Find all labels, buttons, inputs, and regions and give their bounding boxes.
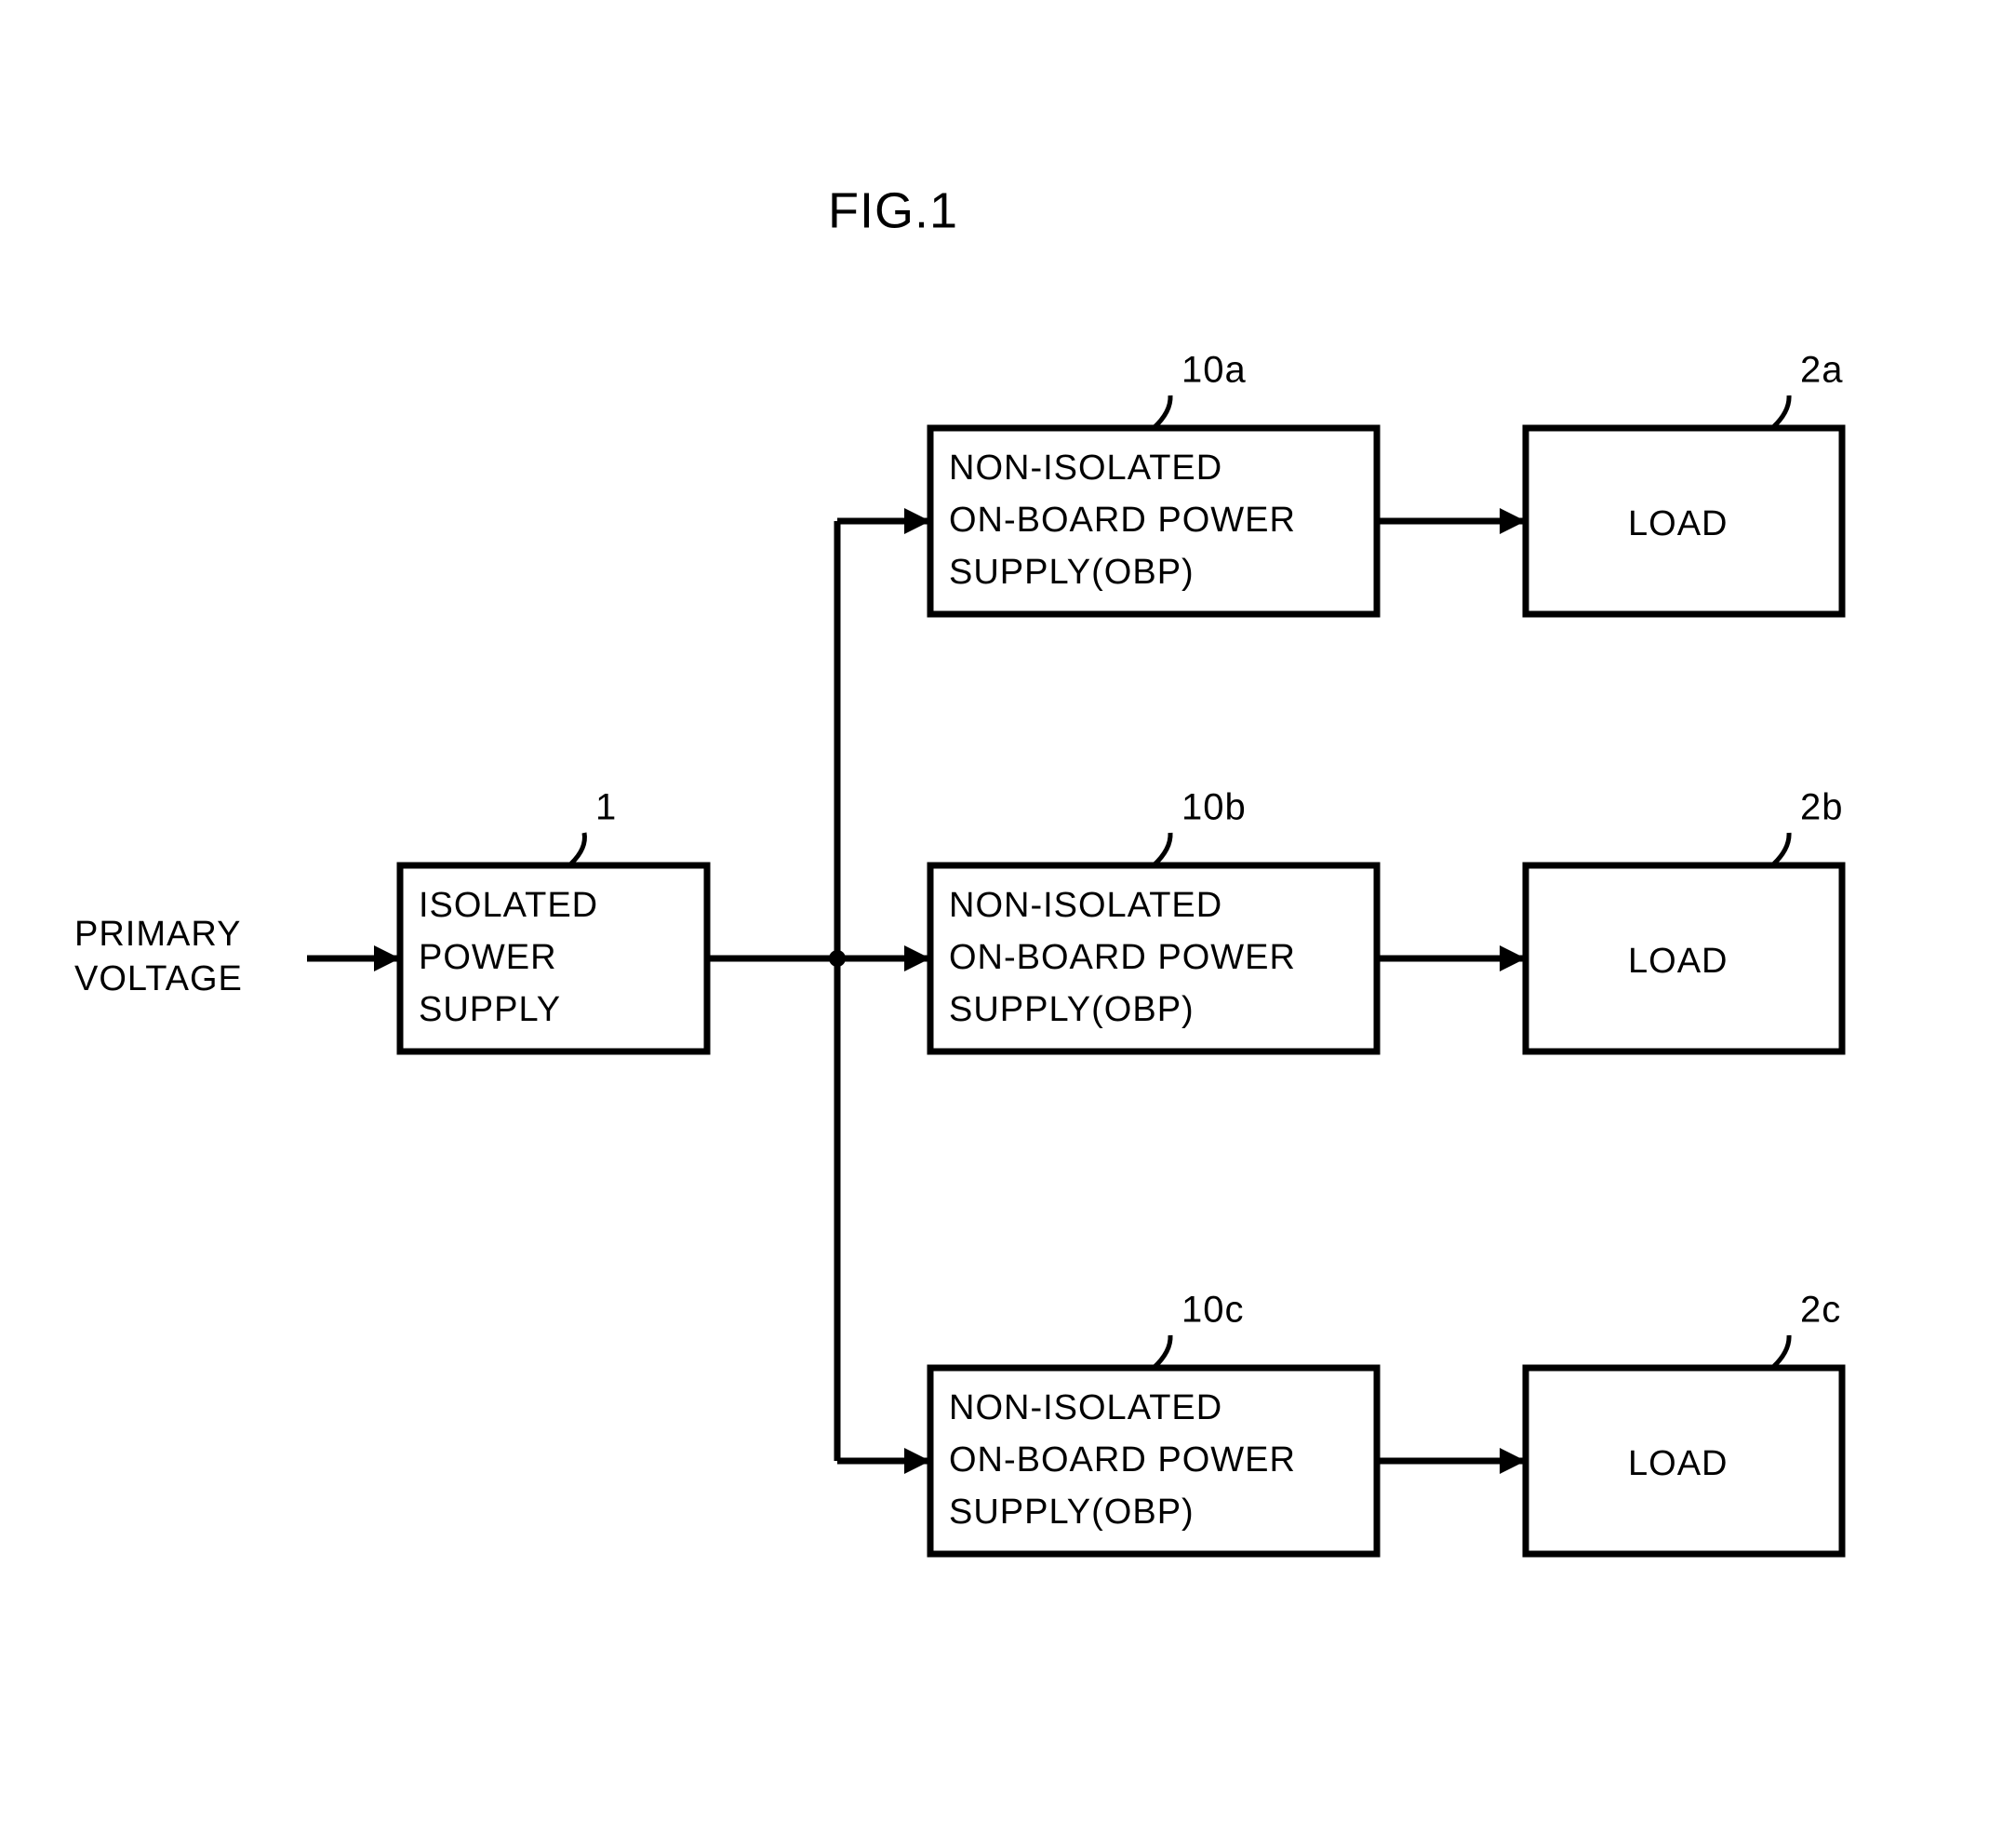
ref-lead-load_b (1772, 833, 1789, 865)
block-obp_c-label: NON-ISOLATED (949, 1388, 1222, 1427)
ref-load_b: 2b (1800, 787, 1844, 828)
block-load_a: LOAD 2a (1526, 350, 1844, 614)
bus-junction (829, 950, 846, 967)
ref-obp_a: 10a (1181, 350, 1247, 391)
block-obp_b-label: SUPPLY(OBP) (949, 990, 1195, 1029)
block-obp_a-label: NON-ISOLATED (949, 449, 1222, 488)
block-obp_c: NON-ISOLATED ON-BOARD POWER SUPPLY(OBP) 10c (930, 1290, 1377, 1554)
ref-lead-load_c (1772, 1335, 1789, 1368)
diagram-canvas: FIG.1 PRIMARY VOLTAGE ISOLATED POWER SUPPLY 1 N… (0, 0, 1989, 1848)
block-iso-label: SUPPLY (419, 990, 561, 1029)
block-load_b: LOAD 2b (1526, 787, 1844, 1051)
block-obp_c-label: SUPPLY(OBP) (949, 1493, 1195, 1532)
block-iso-label: POWER (419, 938, 557, 977)
block-obp_a: NON-ISOLATED ON-BOARD POWER SUPPLY(OBP) 10a (930, 350, 1377, 614)
block-load_c: LOAD 2c (1526, 1290, 1842, 1554)
block-obp_c-label: ON-BOARD POWER (949, 1440, 1296, 1480)
ref-lead-obp_b (1154, 833, 1170, 865)
block-obp_a-label: ON-BOARD POWER (949, 501, 1296, 540)
ref-obp_b: 10b (1181, 787, 1247, 828)
input-label: VOLTAGE (74, 959, 243, 998)
ref-load_a: 2a (1800, 350, 1844, 391)
ref-lead-iso (571, 833, 584, 864)
block-obp_a-label: SUPPLY(OBP) (949, 553, 1195, 592)
input-label: PRIMARY (74, 915, 241, 954)
block-obp_b-label: NON-ISOLATED (949, 886, 1222, 925)
block-load_b-label: LOAD (1628, 942, 1728, 981)
ref-lead-obp_a (1154, 395, 1170, 428)
block-obp_b-label: ON-BOARD POWER (949, 938, 1296, 977)
ref-lead-load_a (1772, 395, 1789, 428)
ref-iso: 1 (595, 787, 617, 828)
block-load_a-label: LOAD (1628, 504, 1728, 543)
ref-load_c: 2c (1800, 1290, 1841, 1331)
block-load_c-label: LOAD (1628, 1444, 1728, 1483)
block-obp_b: NON-ISOLATED ON-BOARD POWER SUPPLY(OBP) 10b (930, 787, 1377, 1051)
ref-lead-obp_c (1154, 1335, 1170, 1368)
block-iso-label: ISOLATED (419, 886, 598, 925)
block-iso: ISOLATED POWER SUPPLY 1 (400, 787, 707, 1051)
figure-title: FIG.1 (828, 182, 958, 238)
ref-obp_c: 10c (1181, 1290, 1245, 1331)
